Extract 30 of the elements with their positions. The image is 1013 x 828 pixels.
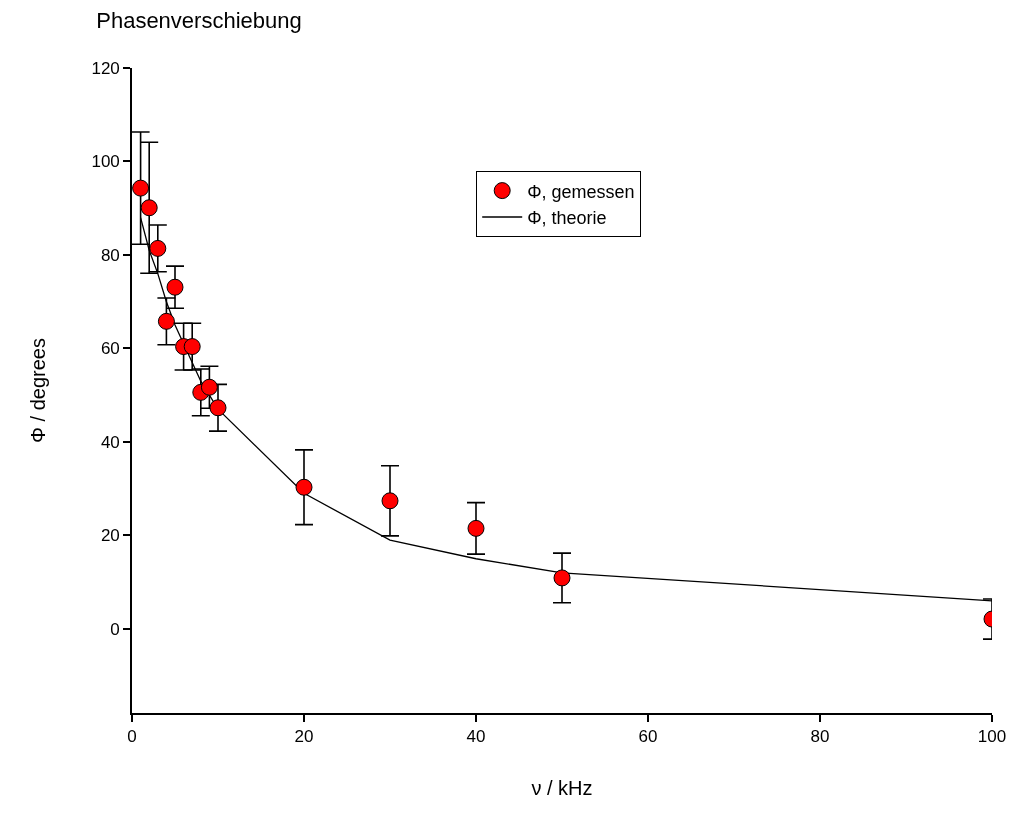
chart-title: Phasenverschiebung (96, 7, 302, 33)
y-tick-label: 120 (91, 58, 120, 78)
y-tick-label: 0 (110, 619, 120, 639)
y-tick-label: 80 (100, 245, 120, 265)
point (166, 278, 184, 296)
y-tick-label: 60 (100, 339, 120, 359)
point (295, 478, 313, 496)
x-tick-label: 40 (466, 727, 486, 747)
y-tick-label: 100 (91, 152, 120, 172)
point (200, 378, 218, 396)
legend-label: Φ, gemessen (527, 181, 635, 202)
point (209, 399, 227, 417)
x-tick-label: 20 (294, 727, 314, 747)
y-tick-label: 20 (100, 526, 120, 546)
x-tick-label: 100 (977, 727, 1007, 747)
legend-label: Φ, theorie (527, 208, 607, 229)
x-tick-label: 0 (127, 727, 137, 747)
point (157, 312, 175, 330)
y-axis-title: Φ / degrees (27, 338, 50, 443)
y-tick-label: 40 (100, 432, 120, 452)
x-tick-label: 80 (810, 727, 830, 747)
point (553, 569, 571, 587)
point (183, 338, 201, 356)
point (149, 239, 167, 257)
point (132, 179, 150, 197)
point (140, 199, 158, 217)
point (381, 492, 399, 510)
x-axis-title: ν / kHz (531, 777, 593, 800)
point (467, 519, 485, 537)
x-tick-label: 60 (638, 727, 658, 747)
